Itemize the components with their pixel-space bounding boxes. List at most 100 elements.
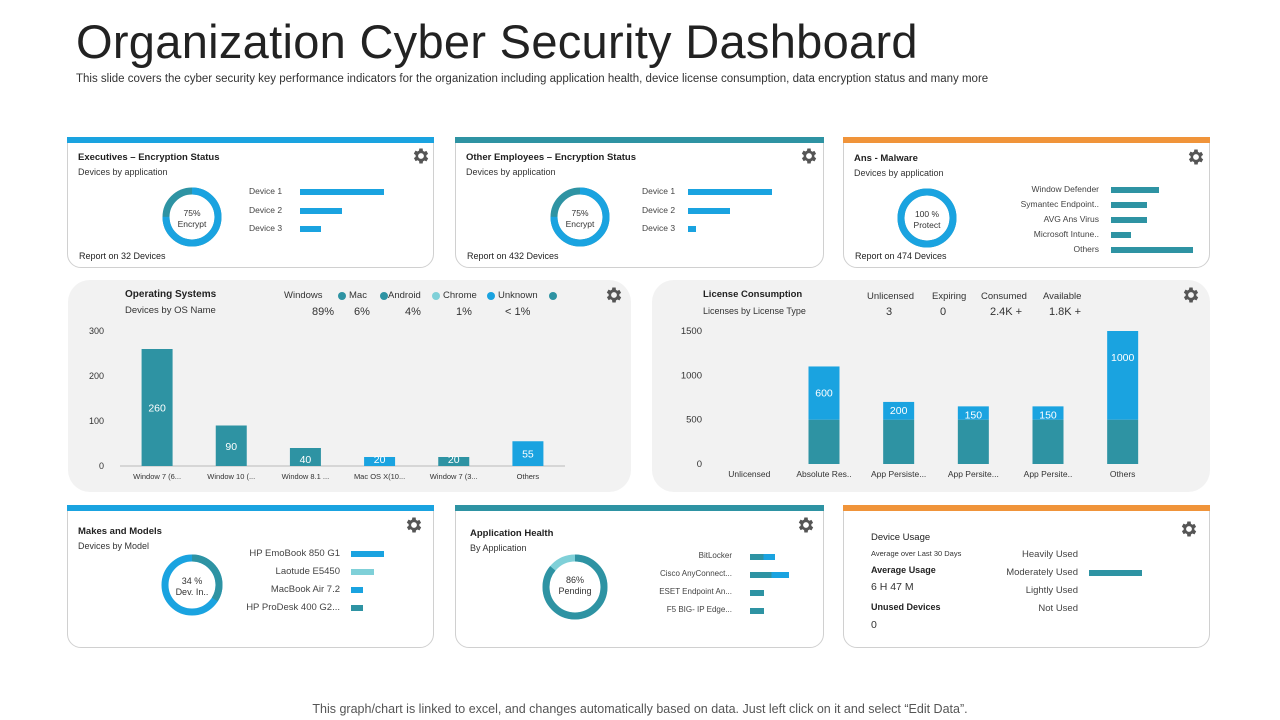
legend-percent: 6%	[354, 306, 370, 318]
data-label: 55	[522, 449, 534, 461]
gear-icon[interactable]	[404, 515, 424, 535]
report-text: Report on 432 Devices	[467, 251, 559, 261]
bar	[1111, 217, 1148, 223]
card-topbar	[455, 505, 824, 511]
page-subtitle: This slide covers the cyber security key…	[76, 73, 989, 85]
x-tick-label: Unlicensed	[728, 469, 770, 479]
bar-label: HP EmoBook 850 G1	[249, 548, 340, 559]
bar	[808, 419, 840, 464]
data-label: 20	[374, 454, 386, 466]
data-label: 600	[815, 387, 833, 399]
bar	[1111, 232, 1131, 238]
bar	[1111, 202, 1148, 208]
bar-label: Device 2	[642, 204, 676, 215]
card-title: Operating Systems	[125, 289, 217, 300]
report-text: Report on 474 Devices	[855, 251, 947, 261]
bar-label: AVG Ans Virus	[1043, 214, 1099, 224]
page-title: Organization Cyber Security Dashboard	[76, 15, 918, 68]
card-subtitle: Devices by application	[78, 167, 168, 177]
y-tick-label: 200	[89, 371, 104, 381]
y-tick-label: 300	[89, 326, 104, 336]
card-other-employees-encryption: Other Employees – Encryption Status Devi…	[455, 137, 824, 268]
x-tick-label: Mac OS X(10...	[354, 472, 405, 481]
license-stat-value: 2.4K +	[990, 306, 1023, 318]
report-text: Report on 32 Devices	[79, 251, 166, 261]
encryption-donut	[162, 187, 222, 247]
os-bar-chart: 0 100 200 300 260 Window 7 (6... 90 Window 10 (…	[89, 326, 565, 481]
gear-icon[interactable]	[796, 515, 816, 535]
x-tick-label: Window 10 (...	[207, 472, 255, 481]
card-executives-encryption: Executives – Encryption Status Devices b…	[67, 137, 434, 268]
footer-note: This graph/chart is linked to excel, and…	[312, 702, 968, 716]
data-label: 260	[148, 403, 166, 415]
unused-devices-label: Unused Devices	[871, 602, 941, 612]
bar	[351, 587, 363, 593]
bar-label: Heavily Used	[1022, 549, 1078, 560]
bar-label: Device 1	[249, 186, 283, 196]
data-label: 150	[965, 409, 983, 421]
license-stat-label: Expiring	[932, 291, 967, 302]
x-tick-label: Window 7 (6...	[133, 472, 181, 481]
license-stat-value: 1.8K +	[1049, 306, 1082, 318]
unused-devices-value: 0	[871, 619, 877, 631]
legend-percent: 1%	[456, 306, 472, 318]
data-label: 20	[448, 454, 460, 466]
legend-dot	[549, 292, 557, 300]
license-bar-chart: 0 500 1000 1500 Unlicensed 600 Absolute Res.. 2…	[681, 326, 1139, 479]
y-tick-label: 0	[697, 459, 702, 470]
card-device-usage: Device Usage Average over Last 30 Days A…	[843, 505, 1210, 648]
bar	[512, 441, 544, 466]
donut-label: 34 % Dev. In..	[175, 576, 209, 597]
bar	[688, 189, 772, 195]
bar	[750, 608, 764, 614]
bar-label: Others	[1073, 244, 1099, 254]
legend-item: Mac	[349, 290, 367, 301]
card-topbar	[843, 505, 1210, 511]
y-tick-label: 500	[686, 415, 702, 426]
x-tick-label: Absolute Res..	[796, 469, 851, 479]
gear-icon[interactable]	[1179, 519, 1199, 539]
bar	[1111, 247, 1193, 253]
bar-label: ESET Endpoint An...	[659, 587, 732, 596]
bar-label: Lightly Used	[1025, 585, 1078, 596]
card-subtitle: Devices by application	[854, 168, 944, 178]
bar	[957, 419, 989, 464]
gear-icon[interactable]	[604, 285, 624, 305]
donut-label: 86% Pending	[558, 575, 592, 596]
card-subtitle: Devices by Model	[78, 541, 150, 551]
bar	[1107, 419, 1139, 464]
bar-label: Symantec Endpoint..	[1020, 199, 1099, 209]
devices-donut	[161, 554, 223, 616]
legend-dot	[380, 292, 388, 300]
bar	[300, 207, 342, 214]
gear-icon[interactable]	[411, 146, 431, 166]
card-title: Executives – Encryption Status	[78, 152, 220, 163]
bar	[883, 419, 915, 464]
legend-dot	[432, 292, 440, 300]
bar	[438, 457, 470, 466]
encryption-donut	[550, 187, 610, 247]
bar-label: MacBook Air 7.2	[270, 584, 340, 595]
x-tick-label: Window 8.1 ...	[282, 472, 330, 481]
bar	[750, 572, 789, 578]
card-topbar	[455, 137, 824, 143]
card-subtitle: Devices by application	[466, 167, 556, 177]
bar-label: Not Used	[1038, 603, 1078, 614]
gear-icon[interactable]	[1181, 285, 1201, 305]
bar-label: Microsoft Intune..	[1033, 229, 1099, 239]
license-stat-label: Consumed	[981, 291, 1027, 302]
card-makes-models: Makes and Models Devices by Model 34 % De…	[67, 505, 434, 648]
donut-label: 75% Encrypt	[177, 208, 207, 229]
card-title: Other Employees – Encryption Status	[466, 152, 636, 163]
data-label: 1000	[1111, 352, 1135, 364]
x-tick-label: Others	[1110, 469, 1136, 479]
bar-label: Device 1	[642, 186, 676, 196]
card-title: Makes and Models	[78, 526, 162, 537]
gear-icon[interactable]	[799, 146, 819, 166]
bar-label: Window Defender	[1031, 184, 1099, 194]
y-tick-label: 0	[99, 461, 104, 471]
bar	[957, 406, 989, 420]
gear-icon[interactable]	[1186, 147, 1206, 167]
license-stat-value: 0	[940, 306, 947, 318]
donut-label: 75% Encrypt	[565, 208, 595, 229]
